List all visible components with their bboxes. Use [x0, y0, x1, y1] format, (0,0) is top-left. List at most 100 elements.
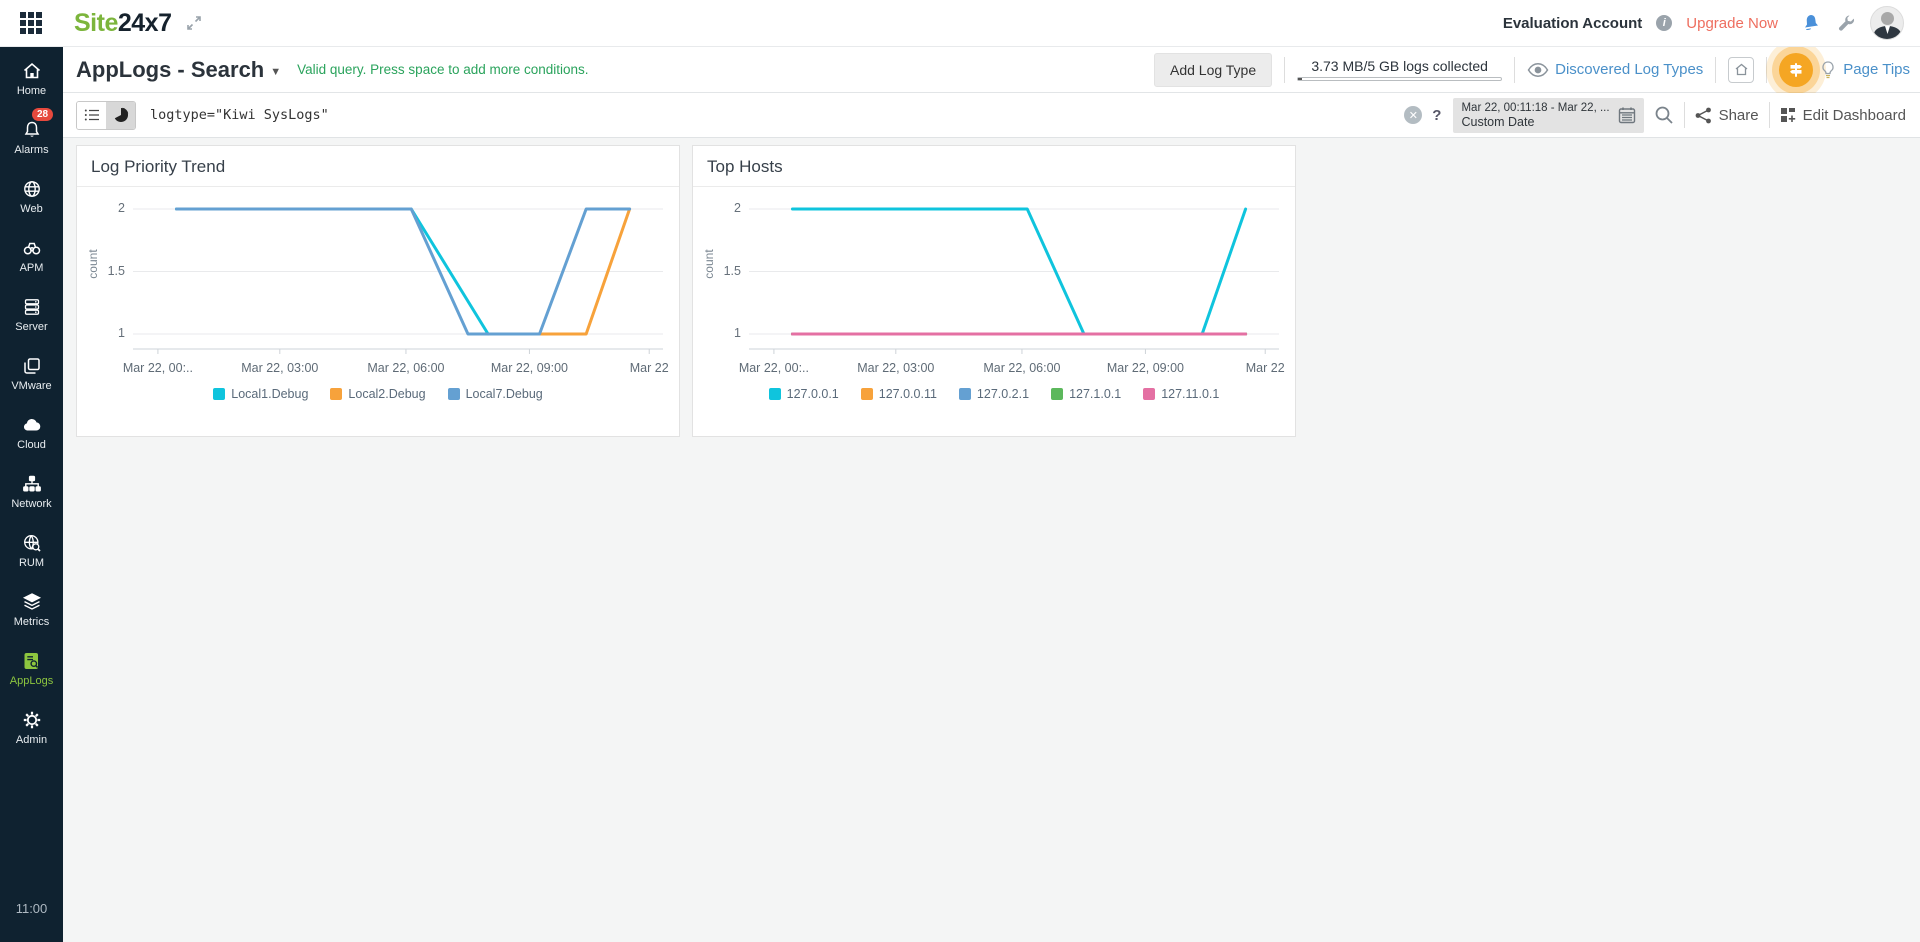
- date-range-picker[interactable]: Mar 22, 00:11:18 - Mar 22, ... Custom Da…: [1453, 97, 1644, 133]
- y-axis-tick: 2: [118, 201, 125, 215]
- chart-title: Log Priority Trend: [77, 146, 679, 187]
- x-axis-tick: Mar 22: [1245, 361, 1285, 375]
- legend-item[interactable]: 127.11.0.1: [1143, 387, 1219, 401]
- legend-label: 127.1.0.1: [1069, 387, 1122, 401]
- sidebar-item-cloud[interactable]: Cloud: [0, 401, 63, 460]
- rum-globe-icon: [23, 535, 41, 552]
- legend-item[interactable]: Local1.Debug: [213, 387, 308, 401]
- sidebar-item-alarms[interactable]: 28 Alarms: [0, 106, 63, 165]
- info-icon[interactable]: i: [1656, 15, 1673, 31]
- chart-view-button[interactable]: [106, 101, 135, 129]
- sidebar-item-network[interactable]: Network: [0, 460, 63, 519]
- share-button[interactable]: Share: [1695, 107, 1759, 124]
- legend-label: Local2.Debug: [348, 387, 426, 401]
- chart-title: Top Hosts: [693, 146, 1295, 187]
- legend-item[interactable]: Local2.Debug: [330, 387, 426, 401]
- wrench-icon[interactable]: [1836, 13, 1856, 33]
- legend-swatch: [1051, 388, 1064, 400]
- legend-item[interactable]: 127.0.2.1: [958, 387, 1030, 401]
- line-chart-svg: [133, 207, 663, 354]
- sidebar-item-label: Admin: [15, 734, 48, 746]
- bell-icon: [24, 121, 39, 137]
- sidebar-item-admin[interactable]: Admin: [0, 696, 63, 755]
- logo-site: Site: [74, 8, 118, 37]
- sidebar-item-web[interactable]: Web: [0, 165, 63, 224]
- share-icon: [1695, 107, 1711, 123]
- x-axis-tick: Mar 22, 09:00: [1106, 361, 1185, 375]
- x-axis-tick: Mar 22, 00:..: [738, 361, 809, 375]
- log-usage-meter[interactable]: 3.73 MB/5 GB logs collected: [1297, 58, 1503, 81]
- date-range-text: Mar 22, 00:11:18 - Mar 22, ...: [1461, 101, 1610, 114]
- list-view-button[interactable]: [77, 101, 106, 129]
- sidebar-item-server[interactable]: Server: [0, 283, 63, 342]
- alarm-count-badge: 28: [32, 108, 54, 121]
- edit-dashboard-button[interactable]: Edit Dashboard: [1780, 107, 1906, 124]
- home-icon: [23, 62, 40, 79]
- gear-icon: [23, 711, 40, 729]
- signpost-icon[interactable]: [1779, 52, 1814, 87]
- search-query-input[interactable]: logtype="Kiwi SysLogs": [150, 107, 329, 123]
- globe-icon: [23, 181, 40, 197]
- series-line-Local7.Debug[interactable]: [174, 207, 632, 336]
- usage-text: 3.73 MB/5 GB logs collected: [1311, 58, 1488, 74]
- sidebar-item-label: Alarms: [14, 144, 49, 156]
- legend-item[interactable]: 127.1.0.1: [1051, 387, 1121, 401]
- chart-plot-area[interactable]: count 2 1.5 1 Mar 22, 00:.. Mar 22, 03:00 Mar…: [77, 193, 679, 385]
- layers-icon: [22, 593, 41, 610]
- divider: [1768, 102, 1770, 128]
- usage-progress-bar: [1297, 77, 1503, 81]
- add-log-type-button[interactable]: Add Log Type: [1153, 52, 1273, 87]
- x-axis-tick: Mar 22, 06:00: [367, 361, 445, 375]
- sidebar-item-label: VMware: [11, 380, 52, 392]
- fullscreen-icon[interactable]: [185, 14, 203, 32]
- binoculars-icon: [23, 242, 40, 255]
- page-title[interactable]: AppLogs - Search: [76, 56, 265, 82]
- sidebar-item-home[interactable]: Home: [0, 47, 63, 106]
- y-axis-tick: 1.5: [107, 263, 125, 278]
- dashboard-plus-icon: [1780, 108, 1795, 122]
- user-avatar[interactable]: [1870, 6, 1904, 40]
- legend-label: Local7.Debug: [465, 387, 543, 401]
- site24x7-logo[interactable]: Site24x7: [74, 8, 172, 38]
- page-tips[interactable]: Page Tips: [1779, 52, 1910, 87]
- date-mode-text: Custom Date: [1461, 114, 1535, 129]
- discovered-log-types-label: Discovered Log Types: [1555, 61, 1704, 78]
- legend-label: 127.0.2.1: [976, 387, 1030, 401]
- logo-24x7: 24x7: [117, 8, 172, 37]
- chart-plot-area[interactable]: count 2 1.5 1 Mar 22, 00:.. Mar 22, 03:00 Mar…: [693, 193, 1295, 385]
- divider: [1766, 56, 1768, 83]
- sidebar-item-label: Home: [16, 85, 47, 97]
- x-axis-tick: Mar 22, 09:00: [490, 361, 569, 375]
- legend-item[interactable]: Local7.Debug: [447, 387, 543, 401]
- legend-item[interactable]: 127.0.0.11: [860, 387, 937, 401]
- upgrade-now-link[interactable]: Upgrade Now: [1686, 14, 1778, 32]
- vmware-icon: [23, 358, 40, 374]
- sidebar-item-applogs[interactable]: AppLogs: [0, 637, 63, 696]
- page-header: AppLogs - Search ▼ Valid query. Press sp…: [63, 47, 1920, 93]
- legend-label: Local1.Debug: [231, 387, 309, 401]
- chevron-down-icon[interactable]: ▼: [270, 65, 282, 78]
- search-icon[interactable]: [1654, 105, 1674, 125]
- sidebar-item-apm[interactable]: APM: [0, 224, 63, 283]
- notification-bell-icon[interactable]: [1800, 12, 1822, 34]
- sidebar-item-metrics[interactable]: Metrics: [0, 578, 63, 637]
- sidebar-item-vmware[interactable]: VMware: [0, 342, 63, 401]
- legend-item[interactable]: 127.0.0.1: [768, 387, 839, 401]
- lightbulb-icon: [1822, 60, 1834, 78]
- y-axis-tick: 1.5: [723, 263, 741, 278]
- legend-label: 127.0.0.11: [878, 387, 937, 401]
- legend-swatch: [860, 388, 873, 400]
- chart-card-top-hosts: Top Hosts count 2 1.5 1 Mar 22, 00:.. Mar 22…: [692, 145, 1296, 437]
- divider: [1284, 56, 1286, 83]
- discovered-log-types-link[interactable]: Discovered Log Types: [1527, 61, 1703, 78]
- y-axis-tick: 1: [118, 326, 125, 340]
- clear-query-icon[interactable]: ✕: [1404, 106, 1423, 124]
- sidebar-item-rum[interactable]: RUM: [0, 519, 63, 578]
- help-icon[interactable]: ?: [1432, 106, 1442, 124]
- x-axis-tick: Mar 22, 06:00: [983, 361, 1061, 375]
- sidebar-item-label: Cloud: [17, 439, 46, 451]
- query-view-toggle: [76, 100, 136, 130]
- account-name: Evaluation Account: [1502, 14, 1643, 32]
- home-dashboard-icon[interactable]: [1728, 56, 1755, 83]
- app-grid-icon[interactable]: [20, 12, 42, 34]
